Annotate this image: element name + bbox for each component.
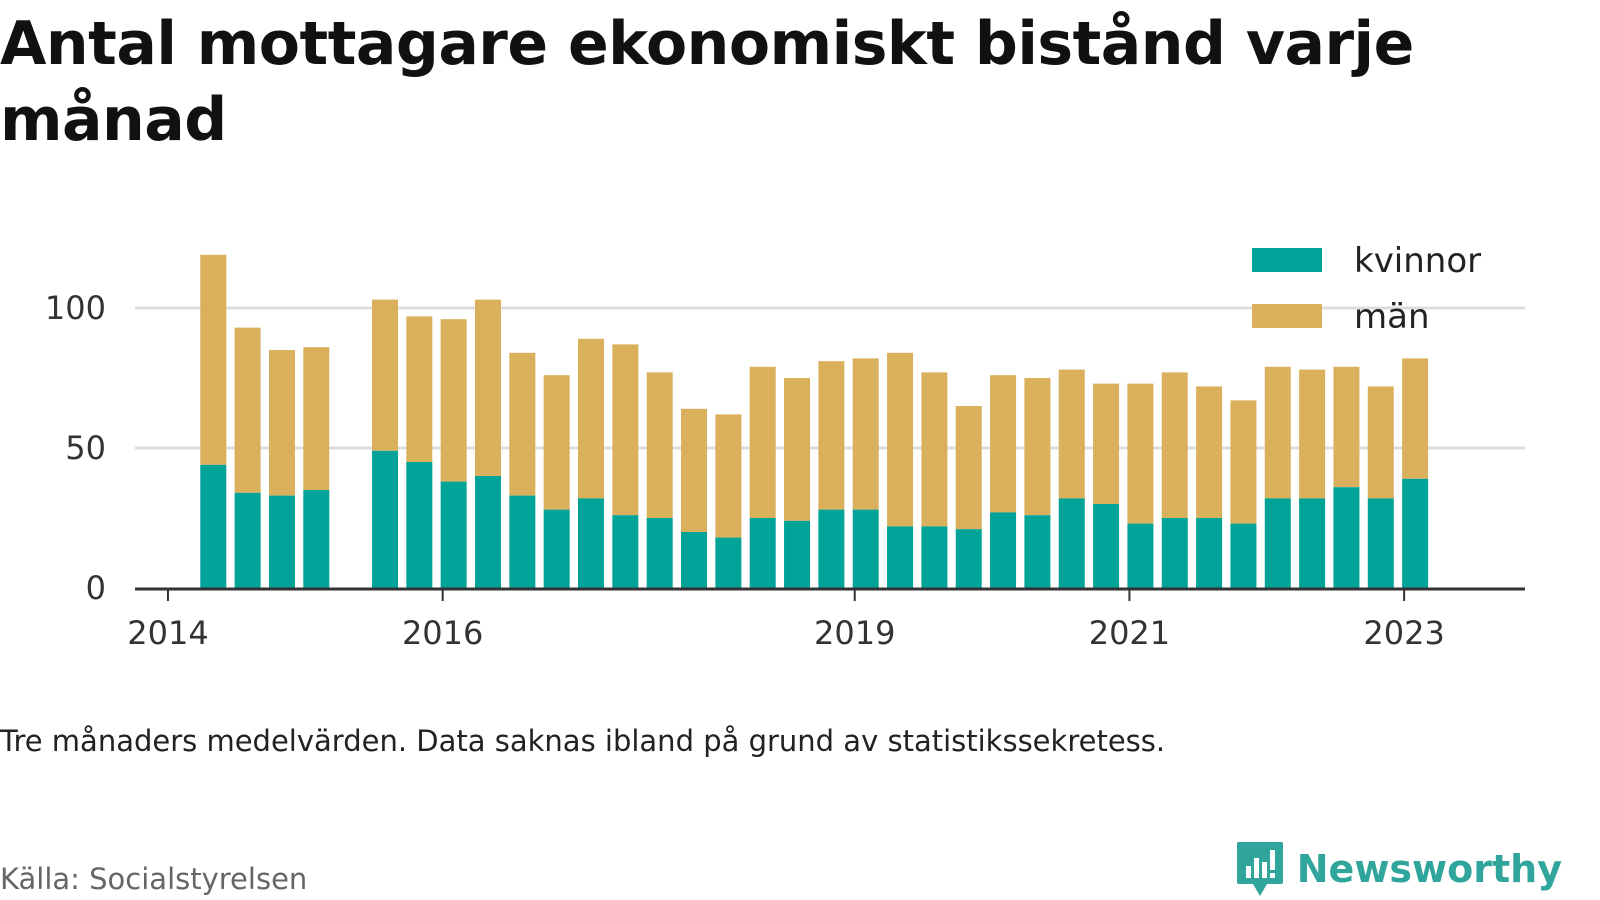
bar-man <box>1058 369 1085 499</box>
bar-kvinnor <box>268 495 295 588</box>
y-tick-label: 50 <box>65 429 106 467</box>
brand-logo: Newsworthy <box>1235 840 1562 898</box>
bar-man <box>681 408 708 532</box>
bar-kvinnor <box>578 498 605 588</box>
stacked-bar-chart: 0 50 100 2014 2016 2019 2021 2023 kvinnor män <box>45 241 1525 652</box>
bar-man <box>955 406 982 530</box>
bar-kvinnor <box>1093 504 1120 588</box>
bar-man <box>612 344 639 516</box>
x-tick-label: 2021 <box>1089 614 1170 652</box>
bar-man <box>1264 366 1291 499</box>
legend-swatch-man <box>1252 304 1322 328</box>
bar-kvinnor <box>371 450 398 588</box>
bar-kvinnor <box>887 526 914 588</box>
bar-kvinnor <box>681 532 708 588</box>
brand-name: Newsworthy <box>1296 847 1562 891</box>
source-credit: Källa: Socialstyrelsen <box>0 862 308 896</box>
bar-kvinnor <box>234 492 261 588</box>
y-tick-label: 0 <box>86 569 106 607</box>
chart-note: Tre månaders medelvärden. Data saknas ib… <box>0 724 1166 758</box>
bar-kvinnor <box>921 526 948 588</box>
bar-kvinnor <box>955 529 982 588</box>
bar-man <box>1161 372 1188 518</box>
bar-kvinnor <box>303 490 330 588</box>
bar-kvinnor <box>784 520 811 588</box>
bar-kvinnor <box>1333 487 1360 588</box>
bar-man <box>1196 386 1223 518</box>
bar-man <box>1333 366 1360 488</box>
x-tick-label: 2016 <box>402 614 483 652</box>
bar-man <box>921 372 948 527</box>
x-tick-label: 2023 <box>1363 614 1444 652</box>
newsworthy-chart-bubble-icon <box>1236 842 1283 896</box>
bar-man <box>474 299 501 476</box>
bar-kvinnor <box>1161 518 1188 588</box>
bar-kvinnor <box>543 509 570 588</box>
bar-kvinnor <box>646 518 673 588</box>
bar-kvinnor <box>200 464 227 588</box>
axes: 0 50 100 2014 2016 2019 2021 2023 <box>45 289 1525 652</box>
legend-swatch-kvinnor <box>1252 248 1322 272</box>
bar-man <box>268 350 295 496</box>
bar-kvinnor <box>612 515 639 588</box>
bar-kvinnor <box>818 509 845 588</box>
bar-man <box>234 327 261 493</box>
bar-kvinnor <box>715 537 742 588</box>
legend: kvinnor män <box>1252 241 1481 337</box>
bar-kvinnor <box>406 462 433 588</box>
legend-label-man: män <box>1354 297 1430 337</box>
bar-man <box>543 375 570 510</box>
bar-man <box>578 338 605 499</box>
bar-man <box>749 366 776 518</box>
bar-man <box>440 319 467 482</box>
x-tick-label: 2019 <box>814 614 895 652</box>
legend-label-kvinnor: kvinnor <box>1354 241 1481 281</box>
bar-man <box>1367 386 1394 499</box>
bar-man <box>1024 378 1051 516</box>
chart-title: Antal mottagare ekonomiskt bistånd varje… <box>0 9 1414 155</box>
bar-kvinnor <box>1367 498 1394 588</box>
bars <box>200 254 1429 588</box>
bar-man <box>1402 358 1429 479</box>
bar-man <box>990 375 1017 513</box>
bar-kvinnor <box>990 512 1017 588</box>
bar-kvinnor <box>474 476 501 588</box>
bar-kvinnor <box>1264 498 1291 588</box>
bar-kvinnor <box>1402 478 1429 588</box>
bar-kvinnor <box>1058 498 1085 588</box>
bar-kvinnor <box>1127 523 1154 588</box>
bar-man <box>646 372 673 518</box>
bar-kvinnor <box>749 518 776 588</box>
bar-kvinnor <box>1024 515 1051 588</box>
y-tick-label: 100 <box>45 289 106 327</box>
bar-kvinnor <box>1196 518 1223 588</box>
bar-kvinnor <box>1230 523 1257 588</box>
bar-man <box>784 378 811 521</box>
bar-man <box>303 347 330 490</box>
bar-man <box>887 352 914 527</box>
bar-man <box>852 358 879 510</box>
bar-man <box>200 254 227 465</box>
bar-man <box>1230 400 1257 524</box>
bar-man <box>1127 383 1154 524</box>
bar-kvinnor <box>1299 498 1326 588</box>
bar-kvinnor <box>440 481 467 588</box>
bar-man <box>715 414 742 538</box>
bar-kvinnor <box>509 495 536 588</box>
bar-man <box>371 299 398 451</box>
bar-man <box>406 316 433 462</box>
x-tick-label: 2014 <box>127 614 208 652</box>
bar-kvinnor <box>852 509 879 588</box>
bar-man <box>1093 383 1120 504</box>
bar-man <box>509 352 536 496</box>
bar-man <box>818 361 845 510</box>
bar-man <box>1299 369 1326 499</box>
